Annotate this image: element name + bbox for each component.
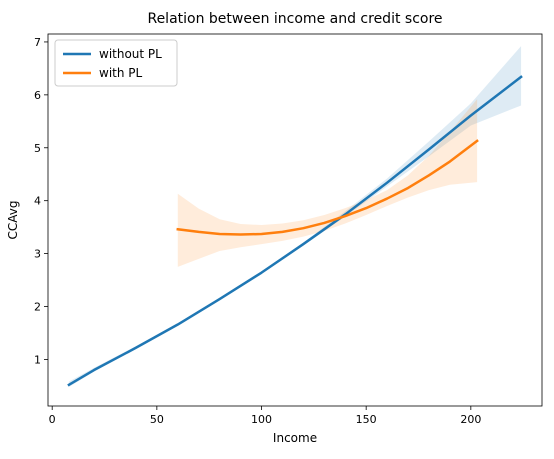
plot-area [67,46,523,387]
x-tick-label: 0 [49,413,56,426]
legend-label-with-pl: with PL [99,66,143,80]
chart-title: Relation between income and credit score [147,11,442,27]
y-tick-label: 6 [34,89,41,102]
legend-box [54,39,178,87]
y-tick-label: 3 [34,248,41,261]
x-tick-label: 150 [356,413,377,426]
confidence-band-without-pl [68,46,522,387]
axes-frame [47,33,543,407]
x-tick-label: 50 [150,413,164,426]
x-axis-label: Income [273,431,317,445]
x-axis: 0 50 100 150 200 [49,406,481,426]
x-tick-label: 200 [460,413,481,426]
legend: without PL with PL [54,39,178,87]
series-line-with-pl [176,139,479,236]
legend-label-without-pl: without PL [99,47,162,61]
confidence-band-with-pl [177,99,478,267]
x-tick-label: 100 [251,413,272,426]
y-tick-label: 2 [34,301,41,314]
y-tick-label: 5 [34,142,41,155]
y-axis-label: CCAvg [6,201,20,240]
y-axis: 1 2 3 4 5 6 7 [34,36,48,366]
y-tick-label: 1 [34,353,41,366]
series-line-without-pl [67,75,523,387]
y-tick-label: 7 [34,36,41,49]
y-tick-label: 4 [34,195,41,208]
